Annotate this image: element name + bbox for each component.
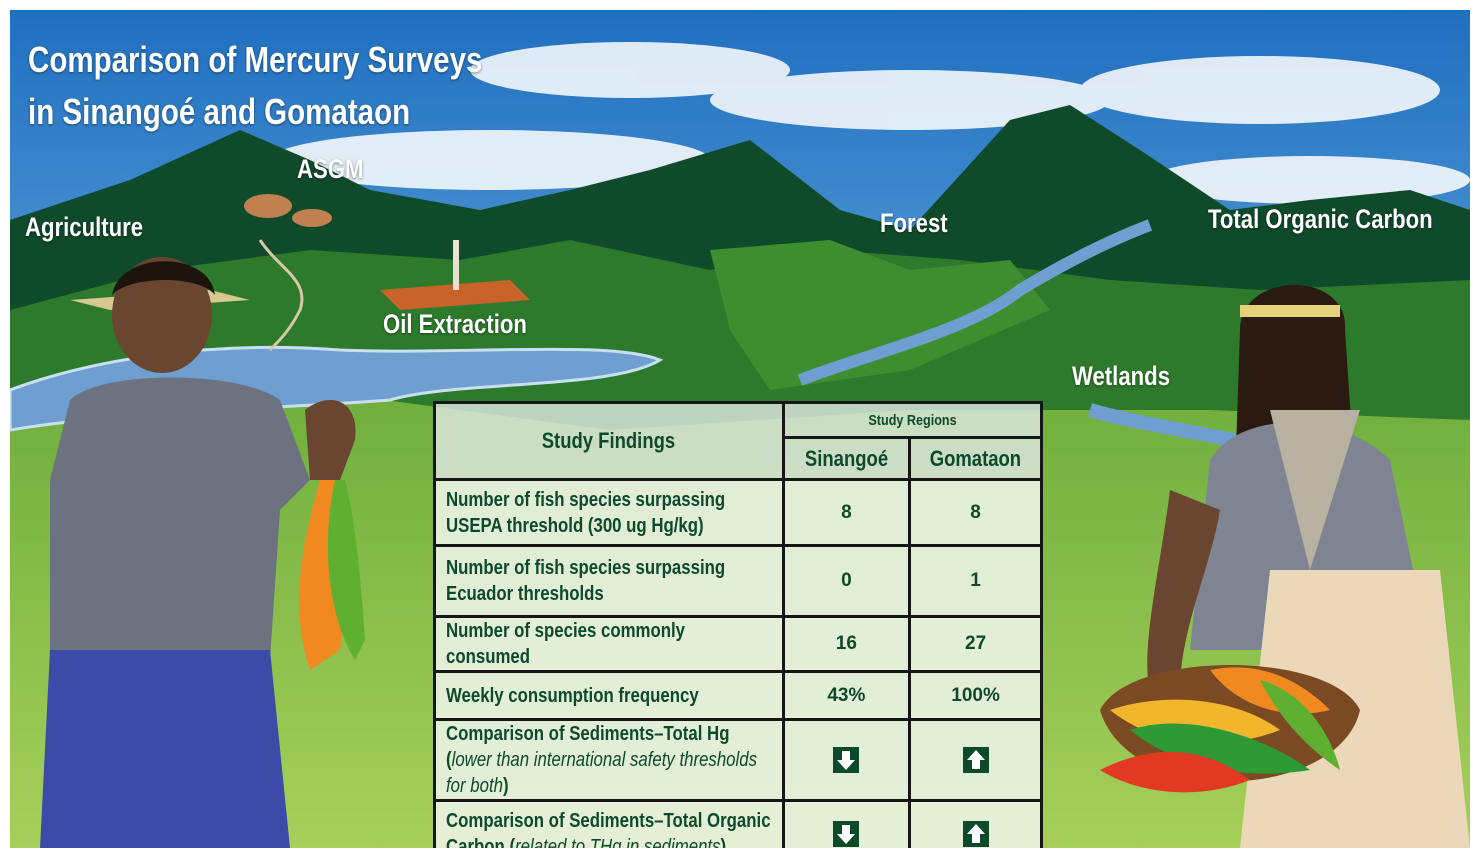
table-row: Number of fish species surpassing USEPA … [435,480,1042,546]
trend-cell [910,720,1042,801]
finding-cell: Number of species commonly consumed [435,617,784,672]
scene-label: ASGM [297,154,363,185]
header-cell: Study Regions [783,403,1041,438]
value-cell: 8 [783,480,910,546]
value-cell: 0 [783,546,910,617]
finding-text: Comparison of Sediments–Total Hg (lower … [446,721,771,799]
finding-note: related to THg in sediments [515,836,720,848]
finding-cell: Weekly consumption frequency [435,672,784,720]
header-text: Study Regions [868,412,956,429]
trend-cell [783,801,910,849]
table-row: Comparison of Sediments–Total Hg (lower … [435,720,1042,801]
finding-text: Comparison of Sediments–Total Organic Ca… [446,808,771,848]
finding-text: Number of fish species surpassing Ecuado… [446,555,771,607]
scene-label: Agriculture [25,212,143,243]
value-cell: 16 [783,617,910,672]
down-arrow-icon [833,747,859,773]
finding-text: Number of fish species surpassing USEPA … [446,487,771,539]
header-cell: Study Findings [435,403,784,480]
finding-close: ) [720,836,726,848]
scene-label: Wetlands [1072,361,1170,392]
page: {"header": {"title_lines": ["Comparison … [0,0,1478,852]
finding-text: Number of species commonly consumed [446,618,771,670]
finding-cell: Number of fish species surpassing USEPA … [435,480,784,546]
value-cell: 100% [910,672,1042,720]
finding-note: lower than international safety threshol… [446,749,757,797]
header-text: Study Findings [542,428,675,454]
up-arrow-icon [963,747,989,773]
value-cell: 1 [910,546,1042,617]
table-row: Number of species commonly consumed 16 2… [435,617,1042,672]
header-text: Gomataon [930,446,1021,472]
trend-cell [783,720,910,801]
down-arrow-icon [833,821,859,847]
value-cell: 43% [783,672,910,720]
finding-close: ) [503,775,509,797]
findings-table: Study Findings Study Regions Sinangoé Go… [433,401,1043,848]
up-arrow-icon [963,821,989,847]
finding-cell: Comparison of Sediments–Total Organic Ca… [435,801,784,849]
scene-label: Total Organic Carbon [1208,204,1433,235]
table-row: Number of fish species surpassing Ecuado… [435,546,1042,617]
value-cell: 8 [910,480,1042,546]
infographic: Comparison of Mercury Surveys in Sinango… [10,10,1470,848]
header-row: Study Findings Study Regions [435,403,1042,438]
column-header: Gomataon [910,438,1042,480]
finding-cell: Comparison of Sediments–Total Hg (lower … [435,720,784,801]
finding-text: Weekly consumption frequency [446,683,771,709]
finding-cell: Number of fish species surpassing Ecuado… [435,546,784,617]
trend-cell [910,801,1042,849]
scene-label: Oil Extraction [383,309,527,340]
header-text: Sinangoé [805,446,888,472]
title-line: Comparison of Mercury Surveys [28,34,482,86]
scene-label: Forest [880,208,948,239]
table-row: Comparison of Sediments–Total Organic Ca… [435,801,1042,849]
column-header: Sinangoé [783,438,910,480]
value-cell: 27 [910,617,1042,672]
table-row: Weekly consumption frequency 43% 100% [435,672,1042,720]
title-line: in Sinangoé and Gomataon [28,86,410,138]
